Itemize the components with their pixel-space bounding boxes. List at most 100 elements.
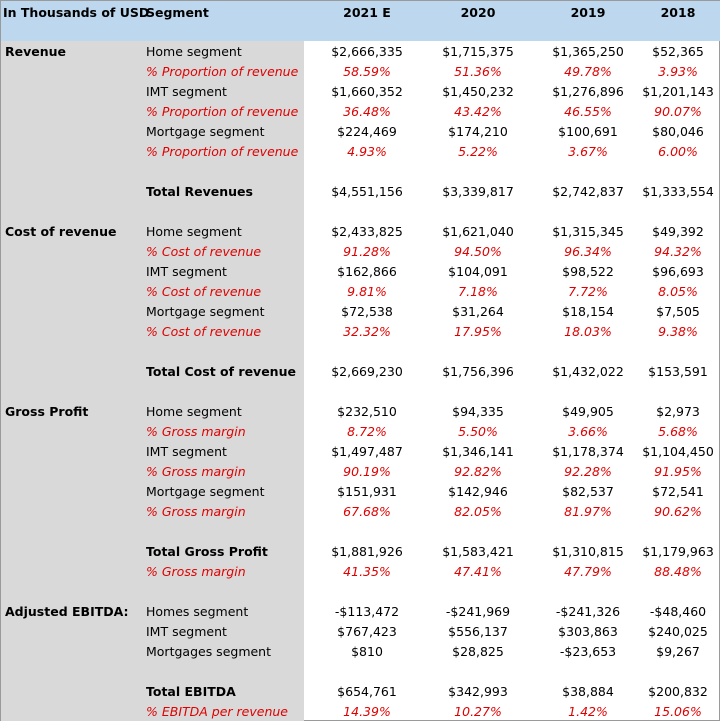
value-cell: $153,591 (648, 364, 708, 379)
value-cell: $654,761 (337, 684, 397, 699)
value-cell: $72,538 (341, 304, 393, 319)
value-cell: $7,505 (656, 304, 700, 319)
value-cell: -$48,460 (649, 604, 707, 619)
segment-label: % Gross margin (146, 464, 246, 479)
value-cell: $18,154 (562, 304, 614, 319)
segment-label: Home segment (146, 44, 242, 59)
segment-label: Mortgages segment (146, 644, 272, 659)
value-cell: 15.06% (654, 704, 702, 719)
segment-label: Home segment (146, 224, 242, 239)
column-header: 2019 (570, 5, 606, 20)
value-cell: $240,025 (648, 624, 708, 639)
value-cell: $80,046 (652, 124, 704, 139)
value-cell: $72,541 (652, 484, 704, 499)
value-cell: $1,660,352 (331, 84, 403, 99)
value-cell: 3.66% (568, 424, 608, 439)
value-cell: $3,339,817 (442, 184, 514, 199)
value-cell: 3.67% (568, 144, 608, 159)
segment-label: IMT segment (146, 444, 227, 459)
value-cell: $28,825 (452, 644, 504, 659)
value-cell: $1,179,963 (642, 544, 714, 559)
segment-label: Total Revenues (146, 184, 253, 199)
value-cell: 4.93% (347, 144, 387, 159)
value-cell: $2,669,230 (331, 364, 403, 379)
label-column-background (1, 41, 304, 721)
segment-label: % Gross margin (146, 564, 246, 579)
value-cell: 7.72% (568, 284, 608, 299)
value-cell: $49,905 (562, 404, 614, 419)
value-cell: $556,137 (448, 624, 508, 639)
value-cell: $1,583,421 (442, 544, 514, 559)
value-cell: $98,522 (562, 264, 614, 279)
value-cell: $1,201,143 (642, 84, 714, 99)
value-cell: $1,333,554 (642, 184, 714, 199)
segment-label: IMT segment (146, 624, 227, 639)
value-cell: $232,510 (337, 404, 397, 419)
value-cell: $82,537 (562, 484, 614, 499)
segment-label: % Proportion of revenue (146, 144, 299, 159)
value-cell: 5.50% (458, 424, 498, 439)
value-cell: 88.48% (654, 564, 702, 579)
segment-label: Mortgage segment (146, 124, 265, 139)
value-cell: 9.38% (658, 324, 698, 339)
value-cell: 5.22% (458, 144, 498, 159)
segment-label: % Gross margin (146, 424, 246, 439)
value-cell: $303,863 (558, 624, 618, 639)
value-cell: $2,666,335 (331, 44, 403, 59)
segment-label: % Cost of revenue (146, 284, 262, 299)
value-cell: 90.07% (654, 104, 702, 119)
value-cell: 6.00% (658, 144, 698, 159)
header-background (1, 1, 720, 41)
column-header: 2020 (460, 5, 496, 20)
value-cell: $151,931 (337, 484, 397, 499)
value-cell: 10.27% (454, 704, 502, 719)
value-cell: 67.68% (343, 504, 391, 519)
segment-label: Mortgage segment (146, 304, 265, 319)
segment-label: % EBITDA per revenue (146, 704, 288, 719)
value-cell: 90.19% (343, 464, 391, 479)
value-cell: $1,450,232 (442, 84, 514, 99)
value-cell: $2,433,825 (331, 224, 403, 239)
value-cell: 43.42% (454, 104, 502, 119)
value-cell: $38,884 (562, 684, 614, 699)
value-cell: $1,881,926 (331, 544, 403, 559)
value-cell: 47.79% (564, 564, 612, 579)
section-label: Adjusted EBITDA: (5, 604, 129, 619)
value-cell: $1,497,487 (331, 444, 403, 459)
column-header: In Thousands of USD (3, 5, 150, 20)
segment-label: % Proportion of revenue (146, 104, 299, 119)
value-cell: -$113,472 (334, 604, 400, 619)
value-cell: 92.28% (564, 464, 612, 479)
value-cell: $174,210 (448, 124, 508, 139)
value-cell: 81.97% (564, 504, 612, 519)
value-cell: 3.93% (658, 64, 698, 79)
value-cell: $1,365,250 (552, 44, 624, 59)
segment-label: IMT segment (146, 264, 227, 279)
value-cell: 47.41% (454, 564, 502, 579)
value-cell: 5.68% (658, 424, 698, 439)
value-cell: 82.05% (454, 504, 502, 519)
value-cell: 7.18% (458, 284, 498, 299)
value-cell: $1,310,815 (552, 544, 624, 559)
value-cell: 8.72% (347, 424, 387, 439)
value-cell: 94.32% (654, 244, 702, 259)
value-cell: $9,267 (656, 644, 700, 659)
value-cell: 96.34% (564, 244, 612, 259)
value-cell: $1,276,896 (552, 84, 624, 99)
segment-label: % Cost of revenue (146, 324, 262, 339)
column-header: 2018 (660, 5, 696, 20)
value-cell: $810 (351, 644, 383, 659)
segment-label: Total Cost of revenue (146, 364, 296, 379)
value-cell: 46.55% (564, 104, 612, 119)
value-cell: 90.62% (654, 504, 702, 519)
value-cell: 92.82% (454, 464, 502, 479)
value-cell: $224,469 (337, 124, 397, 139)
value-cell: $104,091 (448, 264, 508, 279)
value-cell: $1,315,345 (552, 224, 624, 239)
segment-label: Total Gross Profit (146, 544, 268, 559)
value-cell: 18.03% (564, 324, 612, 339)
value-cell: $2,973 (656, 404, 700, 419)
value-cell: $2,742,837 (552, 184, 624, 199)
value-cell: 94.50% (454, 244, 502, 259)
